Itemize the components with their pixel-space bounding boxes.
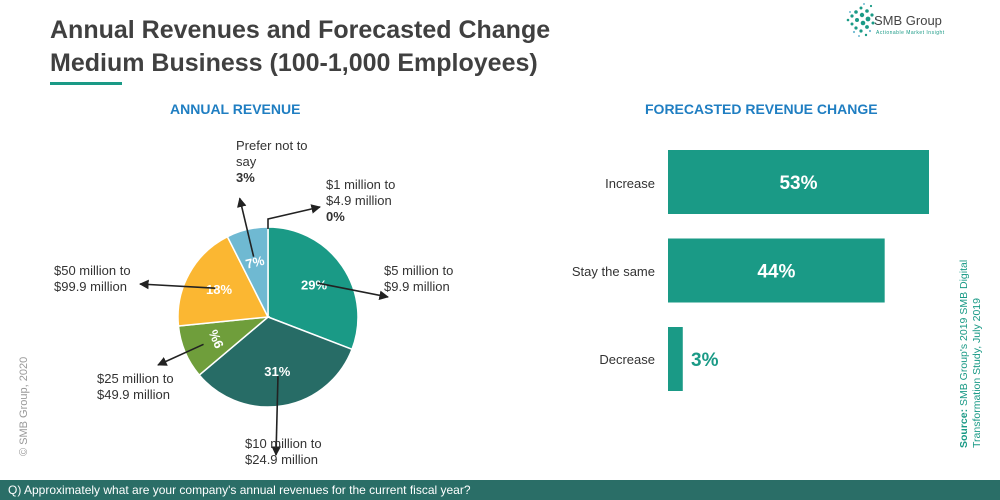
leader-arrow [271,376,282,456]
bar-value-label: 3% [691,350,719,371]
leader-arrow [139,279,216,290]
title-underline [50,82,122,85]
footer-bar: Q) Approximately what are your company's… [0,480,1000,500]
logo-tagline: Actionable Market Insight [876,30,945,36]
bar-label-decrease: Decrease [599,352,655,367]
leader-arrow [237,197,255,257]
pie-value-label: 7% [244,253,266,272]
pie-label-10m-24-9m: $10 million to $24.9 million [245,436,322,467]
bar-stay-the-same [668,238,885,303]
pie-label-50m-99-9m: $50 million to $99.9 million [54,263,131,294]
title-line-2: Medium Business (100-1,000 Employees) [50,49,538,77]
pie-chart-title: ANNUAL REVENUE [170,101,301,117]
annual-revenue-pie-chart: 29% 31% 9% 18% 7% [139,197,389,456]
leader-arrow [317,282,389,301]
bar-label-increase: Increase [605,176,655,191]
bar-label-stay-the-same: Stay the same [571,264,655,279]
bar-chart-title: FORECASTED REVENUE CHANGE [645,101,878,117]
leader-arrow [157,343,204,366]
page-title: Annual Revenues and Forecasted Change Me… [50,14,550,80]
pie-slice [198,316,353,408]
pie-slice [267,226,359,351]
pie-slice [177,235,270,327]
forecasted-revenue-bar-chart: 53% 44% 3% [668,150,929,391]
pie-value-label: 31% [264,364,290,379]
pie-value-label: 18% [206,282,232,297]
pie-label-25m-49-9m: $25 million to $49.9 million [97,371,174,402]
bar-value-label: 44% [757,262,795,283]
bar-decrease [668,327,683,391]
pie-label-1m-4-9m: $1 million to $4.9 million 0% [326,177,396,224]
pie-value-label: 29% [301,277,327,292]
pie-label-prefer-not-to-say: Prefer not to say 3% [236,138,308,185]
source-note: Source: SMB Group's 2019 SMB Digital Tra… [958,259,983,448]
copyright: © SMB Group, 2020 [18,356,30,456]
logo-name: SMB Group [874,13,942,28]
pie-label-5m-9-9m: $5 million to $9.9 million [384,263,454,294]
survey-question: Q) Approximately what are your company's… [8,483,471,497]
smb-group-logo [846,3,877,37]
bar-increase [668,150,929,214]
leader-arrow [267,204,321,229]
pie-value-label: 9% [205,327,226,351]
title-line-1: Annual Revenues and Forecasted Change [50,16,551,44]
bar-value-label: 53% [779,173,817,194]
